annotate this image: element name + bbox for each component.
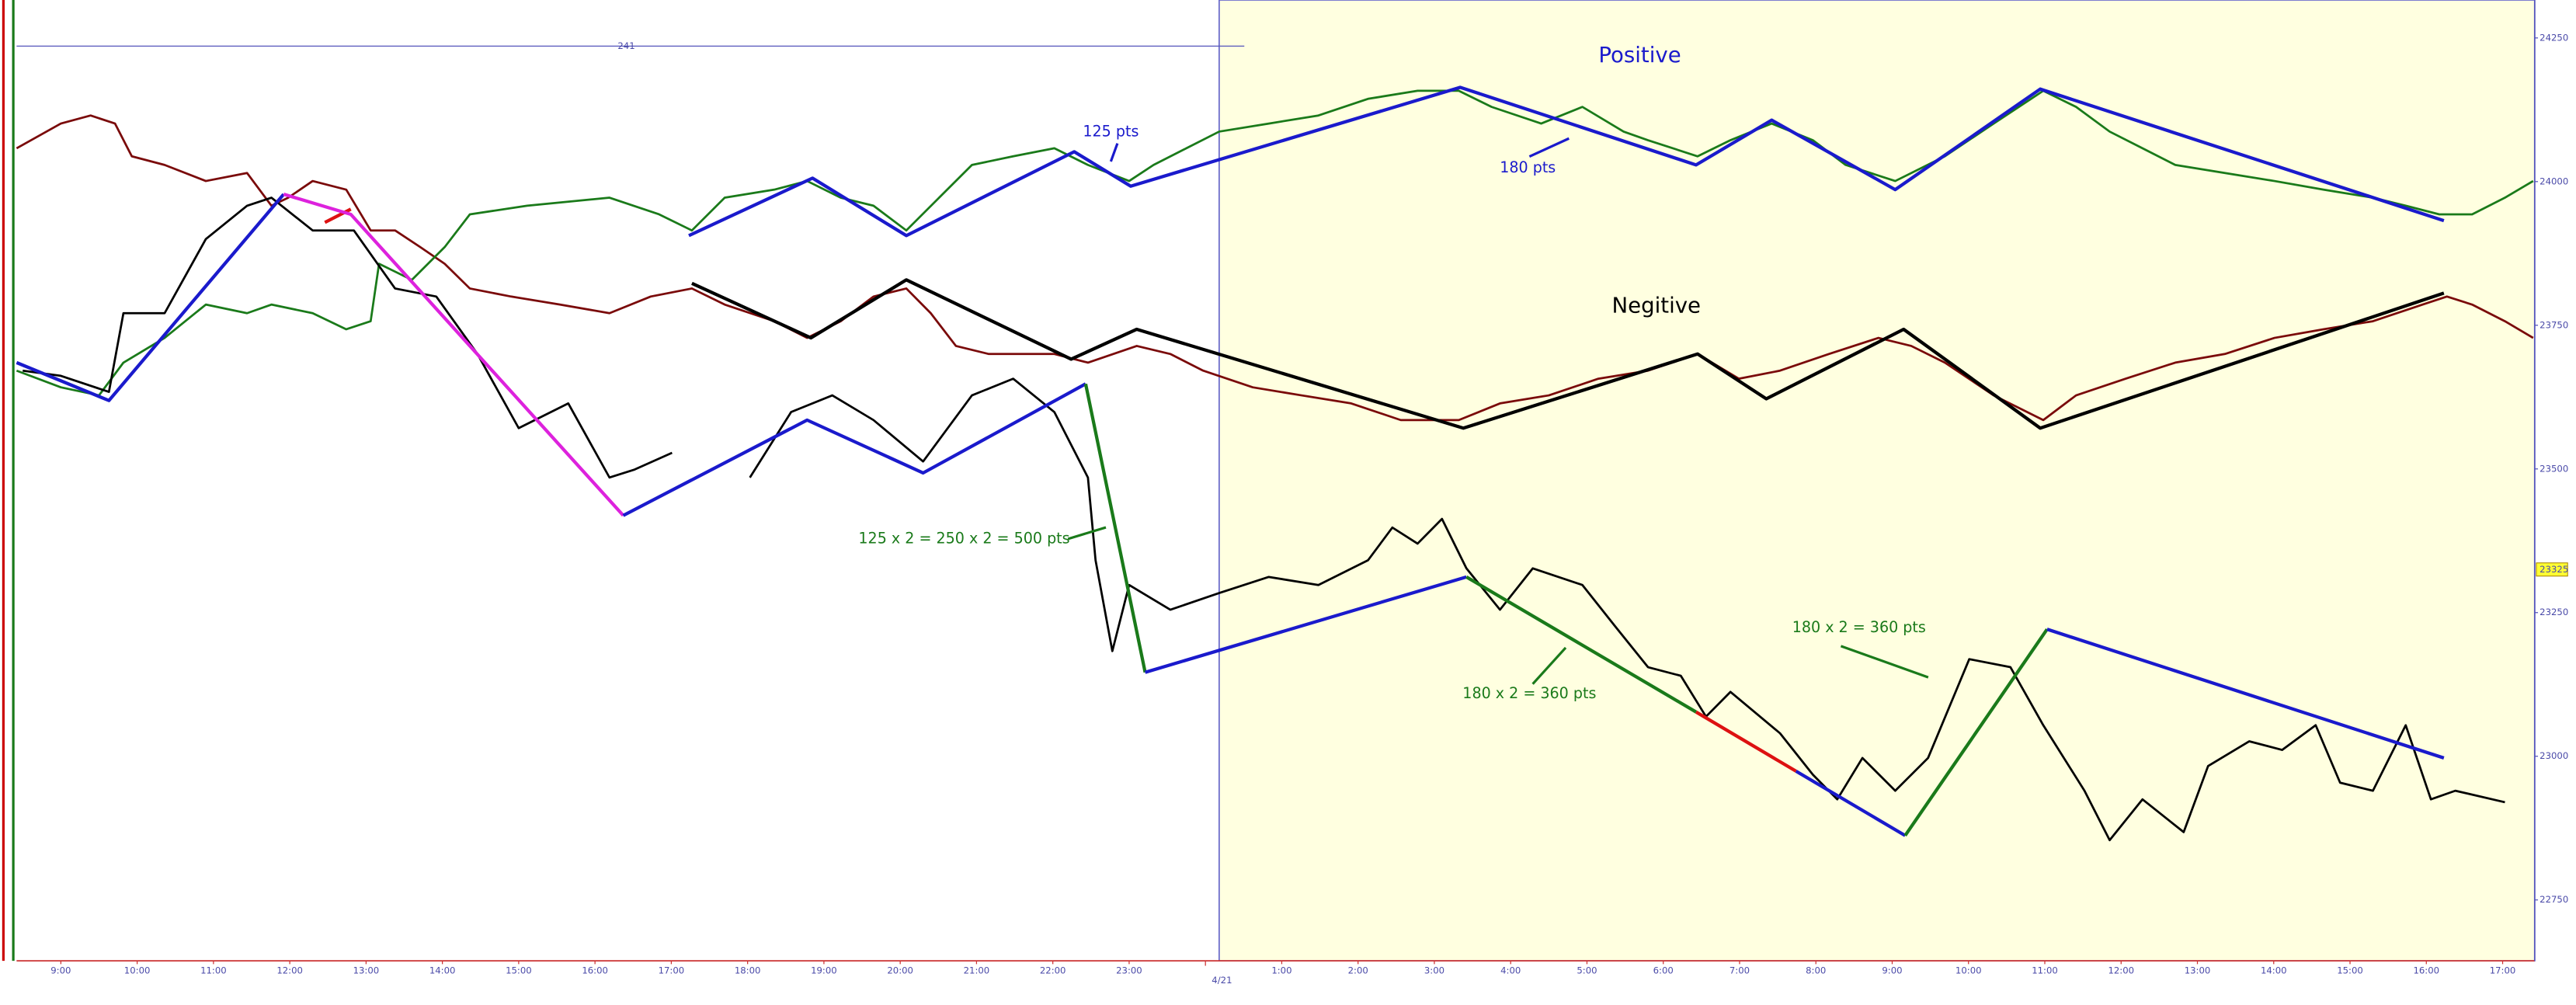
x-tick-label: 11:00 <box>2032 965 2058 975</box>
annotation: 180 pts <box>1500 158 1556 176</box>
trend-line <box>2046 628 2445 760</box>
x-tick-label: 1:00 <box>1271 965 1291 975</box>
series-line <box>749 377 2505 842</box>
date-label: 4/21 <box>1212 975 1232 986</box>
trend-line <box>688 85 2445 238</box>
annotation: 180 x 2 = 360 pts <box>1792 618 1926 636</box>
x-tick-label: 15:00 <box>2337 965 2363 975</box>
trend-line <box>1903 628 2049 837</box>
price-marker-box <box>2536 562 2568 577</box>
x-tick-label: 5:00 <box>1577 965 1597 975</box>
annotation: 125 x 2 = 250 x 2 = 500 pts <box>858 529 1069 547</box>
trend-line <box>691 278 2445 430</box>
x-tick-label: 13:00 <box>2185 965 2211 975</box>
trend-line <box>16 193 285 402</box>
top-label: 241 <box>617 40 634 51</box>
x-tick-label: 6:00 <box>1653 965 1674 975</box>
pointer <box>1109 143 1119 162</box>
x-tick-label: 19:00 <box>811 965 837 975</box>
x-tick-label: 11:00 <box>200 965 227 975</box>
x-tick-label: 17:00 <box>2490 965 2516 975</box>
trend-line <box>1795 770 1907 837</box>
pointer <box>1067 526 1107 541</box>
x-tick-label: 12:00 <box>2108 965 2134 975</box>
series-line <box>16 89 2534 397</box>
x-tick-label: 2:00 <box>1348 965 1368 975</box>
pointer <box>1840 645 1929 679</box>
price-marker-label: 23325 <box>2539 564 2568 575</box>
series-line <box>16 114 2534 422</box>
y-tick-label: 23250 <box>2539 607 2568 617</box>
x-tick-label: 10:00 <box>124 965 151 975</box>
x-tick-label: 21:00 <box>964 965 990 975</box>
y-tick-label: 24000 <box>2539 176 2568 186</box>
x-tick-label: 3:00 <box>1424 965 1444 975</box>
annotation: 125 pts <box>1083 122 1139 140</box>
pointer <box>1528 137 1570 158</box>
shade-layer <box>1218 0 2536 962</box>
x-tick-label: 17:00 <box>659 965 685 975</box>
x-tick-label: 8:00 <box>1806 965 1826 975</box>
x-tick-label: 16:00 <box>2413 965 2439 975</box>
series-line <box>23 196 673 479</box>
x-tick-label: 23:00 <box>1116 965 1142 975</box>
x-tick-label: 15:00 <box>506 965 532 975</box>
trend-line <box>283 193 625 517</box>
x-tick-label: 18:00 <box>735 965 761 975</box>
y-tick-label: 23000 <box>2539 750 2568 761</box>
x-tick-label: 20:00 <box>887 965 913 975</box>
y-tick-label: 23500 <box>2539 463 2568 474</box>
trend-line <box>1144 575 1467 674</box>
x-tick-label: 14:00 <box>2261 965 2287 975</box>
axis-layer: 9:00 10:00 11:00 12:00 13:00 14:00 15:00 16:00 1… <box>50 32 2568 986</box>
x-tick-label: 12:00 <box>276 965 303 975</box>
pointer <box>1531 646 1567 685</box>
x-tick-label: 13:00 <box>353 965 380 975</box>
x-tick-label: 10:00 <box>1955 965 1982 975</box>
x-tick-label: 14:00 <box>429 965 456 975</box>
trend-line <box>622 382 1086 517</box>
y-tick-label: 22750 <box>2539 894 2568 905</box>
session-shade <box>1218 0 2536 962</box>
x-tick-label: 16:00 <box>582 965 608 975</box>
series-layer <box>16 89 2534 842</box>
trend-line <box>1465 576 1698 714</box>
annotation: Negitive <box>1612 293 1702 318</box>
x-tick-label: 9:00 <box>1882 965 1902 975</box>
trend-line <box>1695 710 1797 773</box>
x-tick-label: 22:00 <box>1040 965 1066 975</box>
y-tick-label: 24250 <box>2539 32 2568 43</box>
y-tick-label: 23750 <box>2539 319 2568 330</box>
x-tick-label: 7:00 <box>1730 965 1750 975</box>
trend-layer <box>16 85 2445 837</box>
x-tick-label: 4:00 <box>1500 965 1521 975</box>
annotation: 180 x 2 = 360 pts <box>1462 684 1596 702</box>
trend-line <box>1083 383 1147 673</box>
x-tick-label: 9:00 <box>50 965 71 975</box>
annotation: Positive <box>1598 42 1681 68</box>
